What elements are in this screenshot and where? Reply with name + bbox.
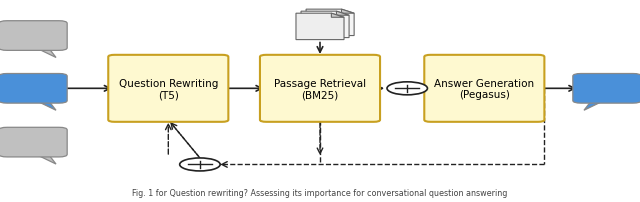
Polygon shape <box>584 101 604 111</box>
Polygon shape <box>332 14 344 18</box>
FancyBboxPatch shape <box>0 74 67 104</box>
Polygon shape <box>296 14 344 40</box>
Circle shape <box>387 82 428 95</box>
FancyBboxPatch shape <box>108 56 228 122</box>
FancyBboxPatch shape <box>0 22 67 51</box>
Polygon shape <box>301 12 349 38</box>
Polygon shape <box>337 12 349 16</box>
Polygon shape <box>36 48 56 58</box>
FancyBboxPatch shape <box>424 56 545 122</box>
FancyBboxPatch shape <box>0 128 67 157</box>
Polygon shape <box>342 10 354 14</box>
Polygon shape <box>306 10 354 36</box>
Text: Question Rewriting
(T5): Question Rewriting (T5) <box>118 78 218 100</box>
Text: Fig. 1 for Question rewriting? Assessing its importance for conversational quest: Fig. 1 for Question rewriting? Assessing… <box>132 188 508 197</box>
Polygon shape <box>36 101 56 111</box>
FancyBboxPatch shape <box>573 74 640 104</box>
FancyBboxPatch shape <box>260 56 380 122</box>
Polygon shape <box>36 155 56 164</box>
Text: Passage Retrieval
(BM25): Passage Retrieval (BM25) <box>274 78 366 100</box>
Circle shape <box>180 158 220 171</box>
Text: Answer Generation
(Pegasus): Answer Generation (Pegasus) <box>435 78 534 100</box>
